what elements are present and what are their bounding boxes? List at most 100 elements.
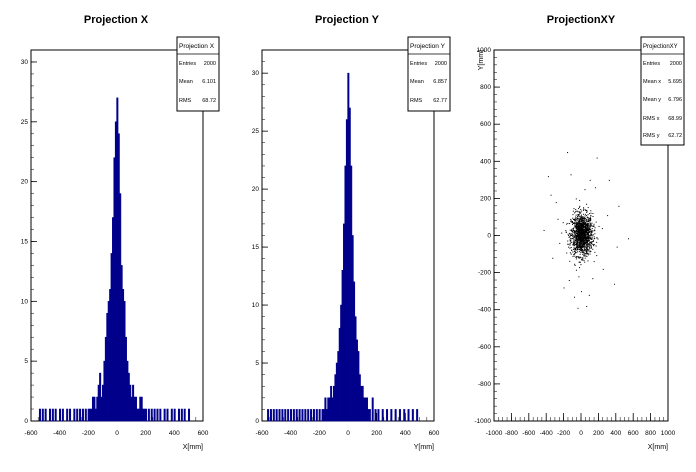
- scatter-point: [575, 209, 577, 211]
- scatter-point: [590, 220, 592, 222]
- scatter-point: [581, 233, 583, 235]
- scatter-point: [573, 208, 575, 210]
- scatter-point: [584, 209, 586, 211]
- scatter-point: [586, 220, 588, 222]
- scatter-point: [578, 241, 580, 243]
- scatter-point: [582, 244, 584, 246]
- scatter-point: [582, 216, 584, 218]
- scatter-point: [580, 227, 582, 229]
- stats-value: 62.77: [433, 98, 447, 104]
- scatter-point: [586, 218, 588, 220]
- scatter-point: [576, 244, 578, 246]
- histogram-bar: [386, 409, 389, 422]
- stats-value: 2000: [204, 61, 216, 67]
- scatter-point: [574, 222, 576, 224]
- scatter-point: [582, 245, 584, 247]
- scatter-point: [583, 238, 585, 240]
- scatter-point: [584, 261, 586, 263]
- scatter-point: [574, 240, 576, 242]
- scatter-point: [585, 230, 587, 232]
- scatter-point: [592, 215, 594, 217]
- scatter-point: [574, 237, 576, 239]
- stats-label: RMS y: [643, 133, 660, 139]
- scatter-point: [569, 260, 571, 262]
- scatter-point: [577, 222, 579, 224]
- scatter-point: [581, 229, 583, 231]
- scatter-point: [592, 234, 594, 236]
- scatter-point: [570, 238, 572, 240]
- scatter-point: [569, 223, 571, 225]
- scatter-point: [573, 250, 575, 252]
- histogram-bar: [41, 408, 44, 422]
- y-tick-label: 30: [252, 70, 260, 77]
- scatter-point: [608, 179, 610, 181]
- scatter-point: [575, 249, 577, 251]
- y-tick-label: 25: [21, 119, 29, 126]
- stats-value: 2000: [435, 61, 447, 67]
- histogram-bar: [287, 409, 290, 422]
- scatter-point: [584, 225, 586, 227]
- scatter-point: [577, 234, 579, 236]
- stats-label: Entries: [179, 61, 196, 67]
- scatter-point: [569, 247, 571, 249]
- scatter-point: [574, 233, 576, 235]
- scatter-point: [582, 249, 584, 251]
- scatter-point: [585, 253, 587, 255]
- scatter-point: [575, 246, 577, 248]
- scatter-point: [590, 210, 592, 212]
- scatter-point: [579, 232, 581, 234]
- histogram-bar: [51, 408, 54, 422]
- scatter-point: [578, 228, 580, 230]
- scatter-point: [585, 218, 587, 220]
- scatter-point: [587, 253, 589, 255]
- scatter-point: [592, 230, 594, 232]
- scatter-point: [584, 234, 586, 236]
- scatter-point: [571, 249, 573, 251]
- scatter-point: [575, 228, 577, 230]
- scatter-point: [580, 220, 582, 222]
- scatter-point: [587, 223, 589, 225]
- scatter-point: [582, 221, 584, 223]
- scatter-point: [583, 226, 585, 228]
- scatter-point: [571, 221, 573, 223]
- y-tick-label: 20: [252, 186, 260, 193]
- scatter-point: [594, 227, 596, 229]
- scatter-point: [576, 217, 578, 219]
- histogram-bar: [394, 409, 397, 422]
- scatter-point: [572, 230, 574, 232]
- scatter-point: [586, 231, 588, 233]
- scatter-point: [585, 245, 587, 247]
- scatter-point: [573, 229, 575, 231]
- scatter-point: [594, 229, 596, 231]
- scatter-point: [578, 244, 580, 246]
- scatter-point: [593, 240, 595, 242]
- scatter-point: [581, 227, 583, 229]
- scatter-point: [588, 228, 590, 230]
- scatter-point: [590, 233, 592, 235]
- scatter-point: [589, 245, 591, 247]
- scatter-point: [577, 229, 579, 231]
- scatter-point: [590, 215, 592, 217]
- scatter-point: [578, 235, 580, 237]
- scatter-point: [577, 217, 579, 219]
- scatter-point: [572, 255, 574, 257]
- scatter-point: [583, 231, 585, 233]
- scatter-point: [583, 226, 585, 228]
- scatter-point: [584, 239, 586, 241]
- scatter-point: [575, 252, 577, 254]
- scatter-point: [587, 260, 589, 262]
- scatter-point: [577, 242, 579, 244]
- scatter-point: [578, 239, 580, 241]
- scatter-point: [591, 225, 593, 227]
- scatter-point: [573, 227, 575, 229]
- scatter-point: [583, 245, 585, 247]
- scatter-point: [582, 227, 584, 229]
- scatter-point: [578, 218, 580, 220]
- scatter-point: [572, 244, 574, 246]
- scatter-point: [584, 246, 586, 248]
- scatter-point: [582, 219, 584, 221]
- scatter-point: [597, 238, 599, 240]
- x-axis-label: X[mm]: [648, 444, 668, 451]
- scatter-point: [595, 245, 597, 247]
- scatter-point: [591, 231, 593, 233]
